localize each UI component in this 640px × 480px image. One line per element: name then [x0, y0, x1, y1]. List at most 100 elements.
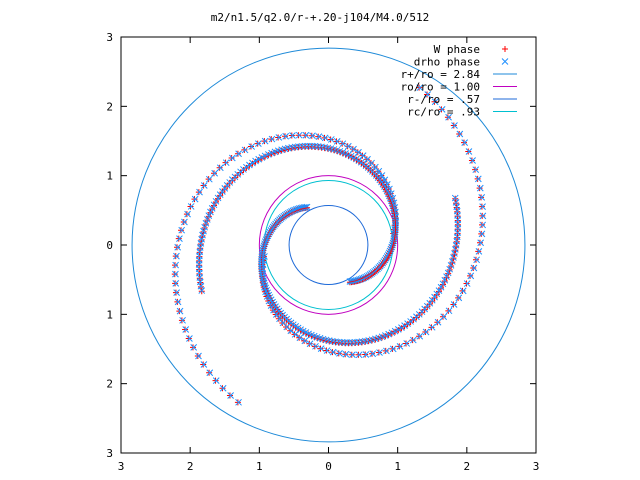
drho-phase-point — [172, 261, 180, 269]
drho-phase-point — [475, 248, 483, 255]
drho-phase-point — [184, 210, 191, 218]
x-tick-label: 3 — [118, 460, 125, 473]
drho-phase-point — [295, 131, 303, 139]
drho-phase-point — [228, 154, 236, 162]
drho-phase-point — [181, 218, 188, 226]
drho-phase-point — [479, 221, 487, 229]
x-tick-label: 1 — [256, 460, 263, 473]
y-tick-label: 3 — [106, 447, 113, 460]
drho-phase-point — [268, 135, 276, 143]
drho-phase-point — [296, 334, 304, 342]
drho-phase-point — [260, 242, 268, 250]
legend-swatch — [501, 58, 509, 65]
drho-phase-point — [200, 227, 207, 235]
drho-phase-point — [200, 182, 208, 189]
drho-phase-point — [403, 340, 411, 347]
drho-phase-point — [401, 322, 408, 330]
drho-phase-point — [202, 219, 210, 227]
drho-phase-point — [385, 330, 392, 338]
drho-phase-point — [369, 350, 377, 358]
drho-phase-point — [275, 134, 283, 141]
drho-phase-point — [455, 294, 463, 302]
drho-phase-point — [339, 140, 347, 148]
drho-phase-point — [222, 159, 230, 167]
drho-phase-point — [398, 324, 405, 331]
drho-phase-point — [261, 282, 269, 289]
drho-phase-point — [262, 236, 270, 243]
drho-phase-point — [383, 347, 390, 355]
drho-phase-point — [388, 243, 396, 251]
drho-phase-point — [472, 166, 480, 174]
drho-phase-point — [416, 84, 424, 92]
x-tick-label: 3 — [533, 460, 540, 473]
drho-phase-point — [447, 261, 455, 269]
drho-phase-point — [212, 377, 220, 384]
drho-phase-point — [461, 139, 469, 147]
drho-phase-point — [394, 326, 402, 333]
drho-phase-point — [241, 146, 249, 154]
drho-phase-point — [187, 203, 195, 210]
drho-phase-point — [255, 155, 263, 163]
drho-phase-point — [196, 188, 203, 196]
drho-phase-point — [445, 113, 452, 121]
drho-phase-point — [431, 98, 439, 106]
drho-phase-point — [445, 307, 453, 315]
drho-phase-point — [389, 239, 397, 247]
drho-phase-point — [235, 398, 242, 406]
drho-phase-point — [473, 256, 481, 264]
drho-phase-point — [342, 350, 350, 358]
drho-phase-point — [306, 340, 314, 348]
drho-phase-point — [424, 91, 432, 98]
drho-phase-point — [259, 274, 267, 282]
circle-0.93 — [263, 180, 394, 310]
spiral-points — [171, 84, 487, 406]
drho-phase-point — [289, 132, 296, 139]
drho-phase-point — [315, 133, 323, 140]
drho-phase-point — [309, 132, 316, 140]
drho-phase-point — [246, 161, 253, 169]
drho-phase-point — [459, 287, 467, 295]
drho-phase-point — [252, 157, 259, 165]
legend-label: drho phase — [414, 56, 480, 69]
drho-phase-point — [409, 336, 417, 344]
drho-phase-point — [317, 345, 325, 352]
drho-phase-point — [249, 159, 256, 167]
drho-phase-point — [456, 130, 464, 138]
legend-label: rc/ro = .93 — [407, 106, 480, 119]
x-tick-label: 2 — [464, 460, 471, 473]
drho-phase-point — [434, 318, 442, 326]
drho-phase-point — [344, 142, 352, 150]
legend-label: r+/ro = 2.84 — [401, 68, 481, 81]
drho-phase-point — [470, 264, 478, 272]
chart-title: m2/n1.5/q2.0/r-+.20-j104/M4.0/512 — [211, 11, 430, 24]
y-tick-label: 1 — [106, 308, 113, 321]
drho-phase-point — [465, 148, 473, 155]
drho-phase-point — [391, 327, 399, 335]
drho-phase-point — [248, 143, 256, 150]
circle-2.84 — [131, 47, 526, 443]
drho-phase-point — [333, 138, 341, 145]
drho-phase-point — [176, 307, 184, 315]
drho-phase-point — [387, 245, 395, 253]
drho-phase-point — [302, 131, 310, 139]
drho-phase-point — [260, 279, 268, 287]
drho-phase-point — [362, 351, 370, 358]
drho-phase-point — [478, 194, 486, 201]
drho-phase-point — [227, 392, 234, 399]
y-tick-label: 0 — [106, 239, 113, 252]
drho-phase-point — [321, 134, 329, 142]
drho-phase-point — [327, 136, 335, 143]
drho-phase-point — [389, 345, 397, 353]
drho-phase-point — [476, 184, 484, 192]
drho-phase-point — [195, 352, 202, 360]
circle-1 — [258, 175, 399, 315]
drho-phase-point — [474, 175, 482, 183]
x-tick-label: 1 — [394, 460, 401, 473]
y-tick-label: 1 — [106, 170, 113, 183]
drho-phase-point — [349, 351, 356, 359]
drho-phase-point — [323, 347, 331, 354]
drho-phase-point — [329, 348, 337, 356]
drho-phase-point — [173, 289, 180, 296]
